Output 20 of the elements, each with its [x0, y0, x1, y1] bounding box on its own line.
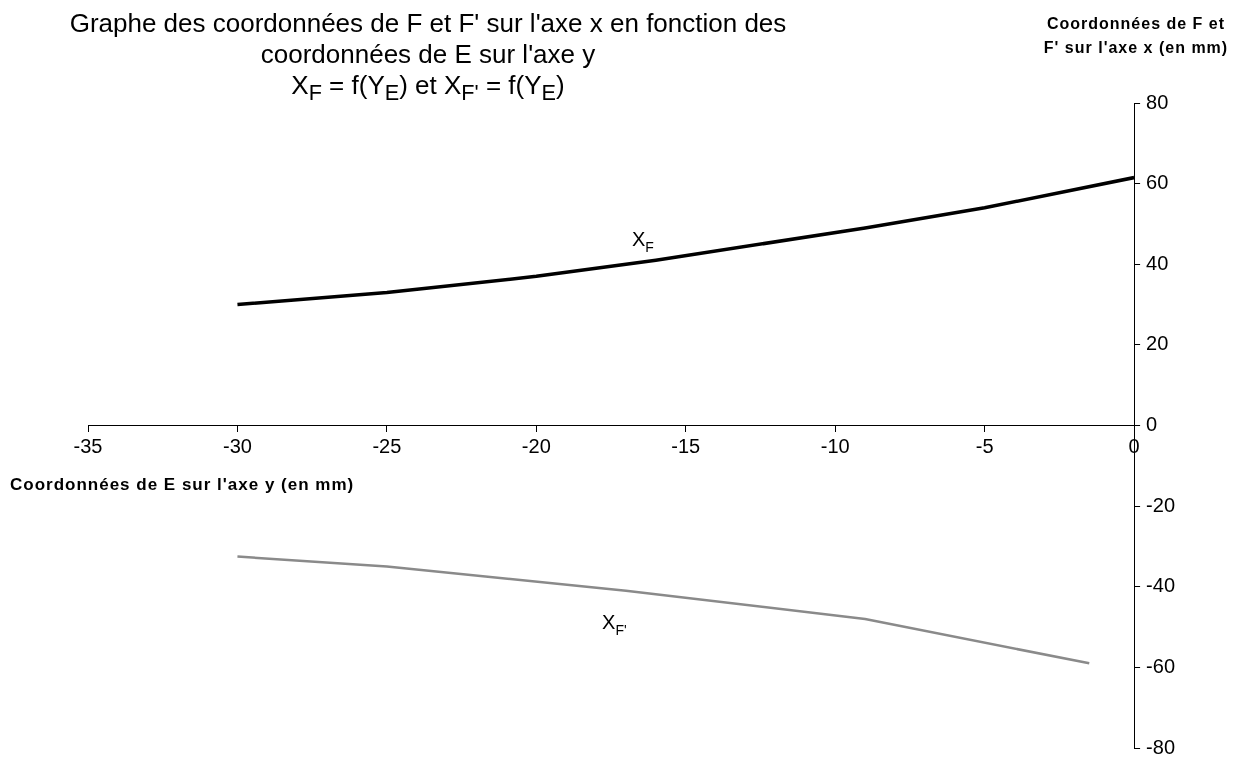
text: X$_{F}$ = f(Y$_{E}$) et X$_{F'}$ = f(Y$_{E}$) — [291, 70, 565, 106]
y-tick-label: -60 — [1146, 654, 1175, 677]
y-tick-label: 80 — [1146, 90, 1169, 113]
x-tick-label: -5 — [975, 435, 994, 458]
y-tick-label: -80 — [1146, 735, 1175, 758]
y-axis-title: Coordonnées de F et F' sur l'axe x (en mm) — [1042, 14, 1230, 58]
y-tick-label: -20 — [1146, 493, 1175, 516]
chart-title: Graphe des coordonnées de F et F' sur l'axe x en fonction des coordonnées de E sur l'axe y — [68, 8, 788, 70]
y-tick-label: 60 — [1146, 171, 1169, 194]
y-tick-label: -40 — [1146, 574, 1175, 597]
x-tick-label: -15 — [671, 435, 701, 458]
x-tick-label: -25 — [372, 435, 402, 458]
y-tick-label: 20 — [1146, 332, 1169, 355]
x-tick-label: -30 — [222, 435, 252, 458]
y-tick-label: 0 — [1146, 413, 1158, 436]
y-tick-label: 40 — [1146, 251, 1169, 274]
x-axis-title: Coordonnées de E sur l'axe y (en mm) — [10, 475, 355, 495]
x-tick-label: -10 — [820, 435, 850, 458]
x-tick-label: -35 — [73, 435, 103, 458]
x-tick-label: -20 — [521, 435, 551, 458]
